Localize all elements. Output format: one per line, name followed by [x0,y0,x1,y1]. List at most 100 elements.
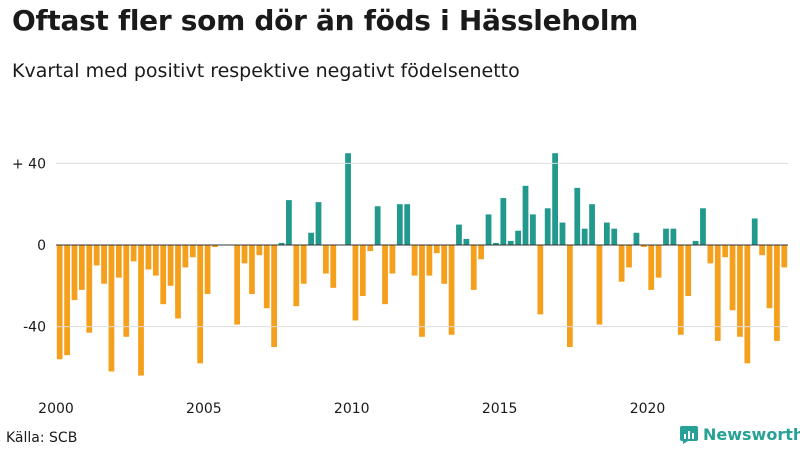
bar [234,245,241,325]
bar [515,230,522,245]
bar [241,245,248,264]
bar [256,245,263,256]
bar [722,245,729,258]
bar [108,245,115,372]
bar [323,245,329,274]
bar [93,245,100,266]
bar [308,232,314,245]
bar [456,224,462,245]
bar [507,240,514,245]
bar [700,208,706,245]
bar [611,228,618,245]
bar [204,245,211,294]
bar [648,245,655,290]
newsworthy-logo-icon [680,425,698,444]
bar [670,228,677,245]
bar [426,245,433,276]
bar [714,245,721,341]
bar [766,245,773,309]
bar [271,245,278,347]
y-tick-label: + 40 [12,156,46,172]
bar [345,153,351,245]
bar [530,214,536,245]
bar [382,245,388,305]
bar [101,245,107,284]
bar [359,245,366,296]
bar [470,245,477,290]
bar [249,245,255,294]
bar [263,245,270,309]
bar [603,222,610,245]
bar [640,245,647,248]
bar [707,245,714,264]
bars-group [56,153,788,376]
bar [374,206,381,245]
bar [86,245,93,333]
bar [389,245,396,274]
bar [559,222,566,245]
bar [781,245,788,268]
bar [278,242,285,245]
bar [567,245,573,347]
bar [419,245,425,337]
x-tick-label: 2020 [630,401,666,417]
axes-group: + 40 0 -40 2000 2005 2010 2015 2020 [12,156,788,417]
brand-logo: Newsworthy [680,425,800,444]
bar [396,204,403,245]
bar [485,214,492,245]
source-note: Källa: SCB [6,430,78,446]
bar [167,245,174,286]
bar [64,245,70,356]
bar [197,245,204,364]
bar [300,245,307,284]
x-tick-label: 2010 [334,401,370,417]
x-tick-label: 2005 [186,401,222,417]
bar [130,245,137,262]
x-tick-label: 2000 [38,401,74,417]
bar [145,245,152,270]
bar [596,245,603,325]
bar [293,245,300,307]
bar [175,245,181,319]
bar [152,245,159,276]
bar [123,245,130,337]
bar [448,245,455,335]
bar [330,245,337,288]
bar [493,242,499,245]
bar [189,245,196,258]
bar [79,245,85,290]
bar [115,245,122,278]
bar [618,245,625,282]
bar [729,245,736,311]
bar [633,232,640,245]
bar [522,185,529,245]
bar [744,245,751,364]
bar [692,240,699,245]
bar [138,245,144,376]
bar [367,245,374,252]
bar [433,245,440,254]
y-tick-label: -40 [23,320,46,336]
bar [626,245,632,268]
bar [589,204,595,245]
bar [71,245,78,301]
brand-name: Newsworthy [703,425,800,444]
bar [500,198,507,245]
bar [774,245,780,341]
bar [315,202,322,245]
x-tick-label: 2015 [482,401,518,417]
bar [441,245,448,284]
bar [411,245,418,276]
bar [677,245,684,335]
bar [655,245,662,278]
bar [552,153,558,245]
chart-title: Oftast fler som dör än föds i Hässleholm [12,4,639,37]
bar [581,228,588,245]
bar [182,245,189,268]
y-tick-label: 0 [37,238,46,254]
bar [751,218,758,245]
bar [737,245,743,337]
bar [663,228,669,245]
bar [537,245,544,315]
